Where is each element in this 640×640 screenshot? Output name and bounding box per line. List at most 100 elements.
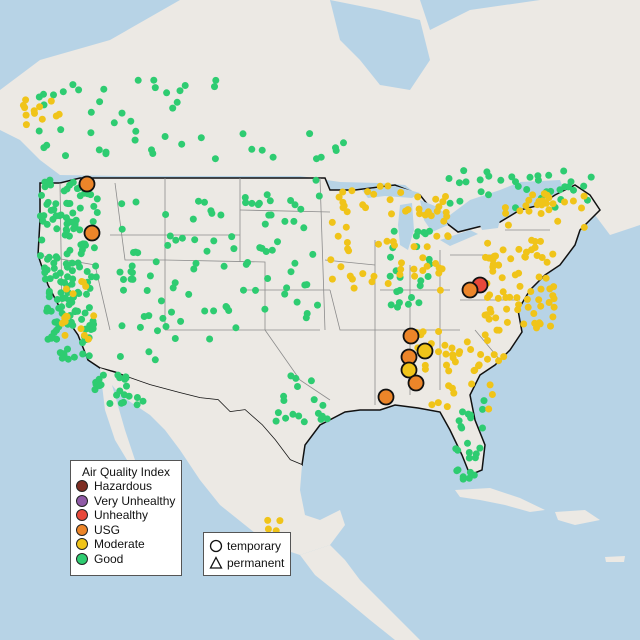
monitor-dot[interactable]: [44, 198, 52, 206]
monitor-dot[interactable]: [22, 121, 30, 129]
monitor-dot[interactable]: [261, 220, 269, 228]
monitor-dot[interactable]: [537, 285, 545, 293]
monitor-dot[interactable]: [384, 280, 392, 287]
monitor-dot[interactable]: [545, 206, 553, 214]
monitor-dot[interactable]: [57, 126, 65, 134]
monitor-dot[interactable]: [484, 337, 491, 344]
monitor-dot[interactable]: [69, 290, 77, 298]
monitor-dot[interactable]: [523, 295, 531, 303]
monitor-dot[interactable]: [264, 275, 272, 282]
monitor-dot[interactable]: [433, 207, 441, 215]
monitor-dot[interactable]: [67, 318, 75, 326]
monitor-dot[interactable]: [256, 244, 264, 252]
monitor-dot[interactable]: [262, 248, 270, 255]
monitor-dot[interactable]: [201, 307, 209, 315]
monitor-dot[interactable]: [162, 211, 170, 218]
monitor-dot[interactable]: [414, 193, 422, 201]
monitor-dot[interactable]: [386, 196, 394, 204]
monitor-dot[interactable]: [85, 304, 93, 312]
monitor-dot[interactable]: [386, 272, 394, 280]
monitor-dot[interactable]: [85, 352, 93, 360]
monitor-dot[interactable]: [178, 140, 186, 148]
monitor-dot[interactable]: [457, 423, 465, 430]
monitor-dot[interactable]: [157, 297, 165, 305]
monitor-dot[interactable]: [50, 91, 57, 99]
monitor-dot[interactable]: [281, 290, 289, 298]
monitor-dot[interactable]: [264, 525, 272, 533]
monitor-dot[interactable]: [185, 290, 193, 298]
monitor-dot[interactable]: [419, 254, 427, 262]
monitor-dot[interactable]: [39, 217, 47, 225]
monitor-dot[interactable]: [420, 229, 428, 236]
monitor-dot[interactable]: [484, 355, 491, 363]
monitor-dot[interactable]: [460, 167, 468, 175]
monitor-dot[interactable]: [264, 516, 272, 524]
monitor-dot[interactable]: [171, 335, 179, 342]
monitor-dot[interactable]: [445, 175, 453, 182]
monitor-dot[interactable]: [166, 232, 174, 240]
monitor-dot[interactable]: [448, 344, 456, 352]
monitor-dot[interactable]: [195, 197, 202, 205]
monitor-dot[interactable]: [266, 197, 274, 205]
monitor-dot[interactable]: [339, 188, 347, 196]
monitor-dot[interactable]: [239, 130, 247, 138]
monitor-dot[interactable]: [240, 286, 247, 294]
monitor-dot[interactable]: [283, 284, 291, 292]
monitor-dot[interactable]: [443, 403, 451, 411]
monitor-dot[interactable]: [535, 273, 543, 281]
monitor-dot[interactable]: [173, 98, 181, 106]
monitor-dot[interactable]: [470, 471, 478, 479]
monitor-dot[interactable]: [503, 318, 511, 326]
monitor-dot[interactable]: [398, 259, 405, 267]
monitor-dot[interactable]: [480, 397, 488, 405]
monitor-dot[interactable]: [384, 182, 392, 190]
monitor-dot[interactable]: [38, 236, 46, 244]
monitor-dot[interactable]: [45, 293, 53, 301]
monitor-dot[interactable]: [520, 320, 528, 328]
monitor-dot[interactable]: [52, 200, 60, 208]
monitor-dot[interactable]: [38, 115, 46, 123]
monitor-dot[interactable]: [295, 412, 303, 420]
monitor-dot[interactable]: [442, 208, 450, 216]
monitor-dot[interactable]: [408, 294, 415, 301]
monitor-dot[interactable]: [217, 211, 225, 219]
monitor-dot[interactable]: [465, 454, 473, 462]
monitor-dot[interactable]: [538, 254, 546, 261]
monitor-dot[interactable]: [529, 191, 537, 199]
monitor-dot[interactable]: [159, 314, 167, 322]
monitor-dot[interactable]: [70, 353, 78, 361]
monitor-dot[interactable]: [110, 119, 118, 127]
monitor-dot[interactable]: [442, 350, 450, 358]
monitor-dot[interactable]: [77, 325, 85, 333]
monitor-dot[interactable]: [535, 319, 543, 327]
monitor-dot[interactable]: [30, 107, 38, 115]
monitor-dot[interactable]: [146, 272, 154, 280]
monitor-dot[interactable]: [22, 111, 30, 119]
monitor-dot[interactable]: [66, 181, 74, 189]
monitor-dot[interactable]: [41, 275, 49, 283]
monitor-dot[interactable]: [565, 183, 572, 191]
monitor-dot[interactable]: [44, 304, 51, 312]
monitor-dot[interactable]: [79, 350, 87, 358]
monitor-dot[interactable]: [504, 221, 512, 229]
monitor-dot[interactable]: [540, 190, 548, 198]
monitor-dot[interactable]: [545, 171, 553, 179]
monitor-dot[interactable]: [549, 200, 557, 208]
monitor-dot[interactable]: [446, 199, 454, 207]
monitor-dot[interactable]: [62, 226, 70, 234]
monitor-dot[interactable]: [343, 239, 351, 246]
monitor-dot[interactable]: [290, 217, 298, 225]
monitor-dot[interactable]: [55, 110, 63, 118]
monitor-dot[interactable]: [499, 288, 507, 296]
monitor-dot[interactable]: [228, 233, 236, 241]
monitor-dot[interactable]: [438, 265, 446, 273]
monitor-dot[interactable]: [169, 104, 177, 112]
monitor-dot[interactable]: [499, 246, 507, 254]
monitor-dot[interactable]: [38, 191, 45, 199]
monitor-dot[interactable]: [47, 206, 55, 214]
monitor-dot[interactable]: [287, 268, 295, 276]
monitor-dot[interactable]: [291, 259, 299, 267]
monitor-dot[interactable]: [131, 136, 139, 144]
monitor-dot[interactable]: [61, 331, 69, 339]
monitor-dot[interactable]: [485, 254, 493, 262]
